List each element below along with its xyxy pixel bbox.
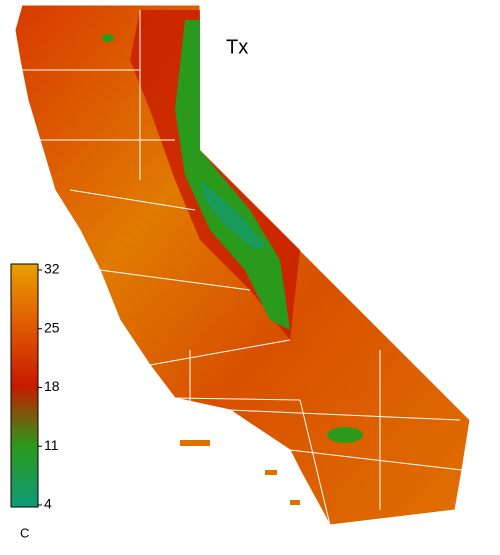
mountain-spot	[327, 427, 363, 443]
sierra-green	[175, 20, 290, 330]
islands	[180, 440, 300, 505]
colorbar-tick-label: 25	[44, 319, 60, 335]
colorbar-tick-label: 11	[44, 437, 59, 453]
california-map	[14, 4, 471, 526]
colorbar-unit: C	[20, 525, 29, 540]
map-title: Tx	[226, 36, 248, 58]
county-lines	[20, 10, 463, 526]
colorbar-tick-label: 4	[44, 496, 52, 512]
mountain-spot	[102, 34, 114, 42]
sierra-teal	[200, 180, 265, 250]
colorbar-tick-label: 18	[44, 378, 60, 394]
colorbar-tick-label: 32	[44, 261, 60, 277]
colorbar-ramp	[10, 263, 39, 508]
colorbar: 32 25 18 11 4	[10, 261, 60, 512]
